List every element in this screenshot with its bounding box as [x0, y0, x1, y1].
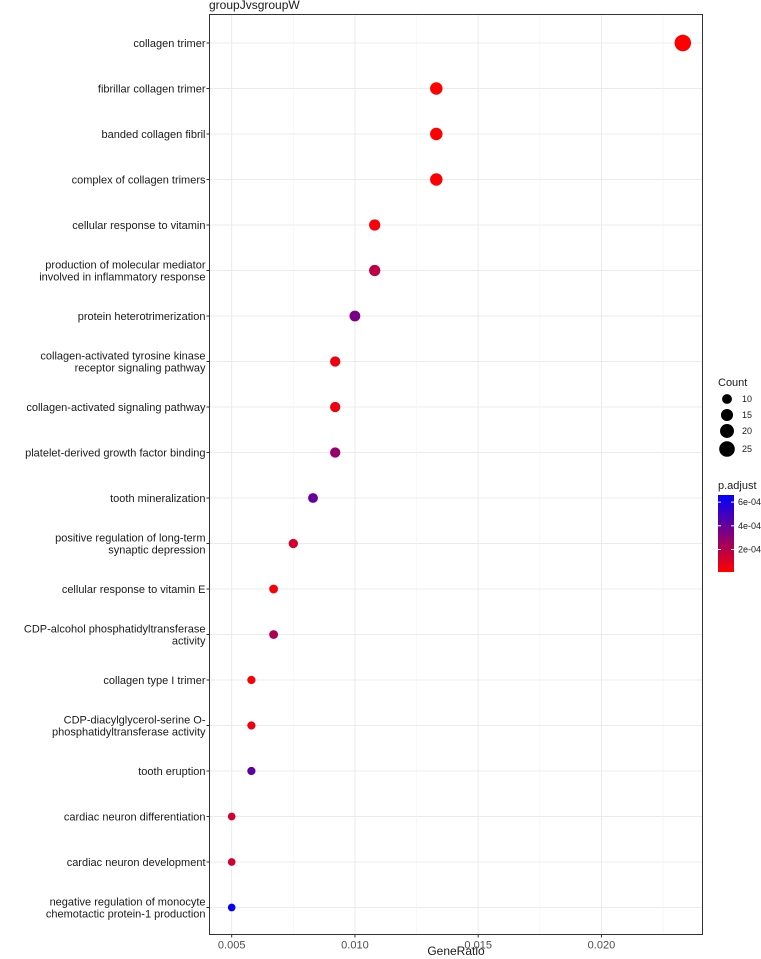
category-label: collagen-activated tyrosine kinase recept… — [40, 351, 206, 375]
count-legend-dot — [720, 408, 734, 422]
category-label-line: chemotactic protein-1 production — [46, 909, 206, 921]
data-point — [430, 173, 443, 186]
data-point — [330, 447, 341, 458]
padjust-legend: p.adjust 2e-04 4e-04 6e-04 — [718, 480, 761, 572]
category-label-line: cardiac neuron differentiation — [64, 812, 206, 824]
padjust-colorbar — [718, 495, 734, 572]
data-point — [227, 903, 236, 912]
colorbar-label: 6e-04 — [738, 497, 761, 507]
data-point — [349, 310, 361, 322]
category-label: collagen-activated signaling pathway — [26, 402, 206, 414]
x-axis-ticks: 0.005 0.010 0.015 0.020 — [218, 934, 616, 952]
data-point — [430, 127, 443, 141]
category-label-line: CDP-diacylglycerol-serine O- — [64, 715, 206, 727]
count-legend-label: 25 — [742, 444, 752, 454]
category-label: cardiac neuron development — [67, 857, 206, 869]
count-legend-title: Count — [718, 377, 747, 389]
padjust-legend-title: p.adjust — [718, 480, 757, 492]
category-label-line: cellular response to vitamin E — [62, 584, 206, 596]
category-label-line: collagen type I trimer — [103, 675, 205, 687]
category-label-line: fibrillar collagen trimer — [98, 84, 206, 96]
category-label: fibrillar collagen trimer — [98, 84, 206, 96]
grid-lines — [209, 14, 703, 935]
category-label-line: production of molecular mediator — [45, 260, 206, 272]
category-label-line: protein heterotrimerization — [78, 311, 206, 323]
category-label: complex of collagen trimers — [72, 175, 206, 187]
category-label-line: complex of collagen trimers — [72, 175, 206, 187]
category-label: CDP-alcohol phosphatidyltransferase activ… — [24, 624, 206, 648]
category-label-line: platelet-derived growth factor binding — [25, 448, 205, 460]
category-label: cellular response to vitamin — [72, 220, 205, 232]
category-label: cellular response to vitamin E — [62, 584, 206, 596]
count-legend: Count 10 15 20 25 — [718, 377, 752, 457]
colorbar-label: 2e-04 — [738, 544, 761, 554]
count-legend-label: 20 — [742, 426, 752, 436]
category-label: negative regulation of monocyte chemotact… — [46, 897, 206, 921]
data-point — [247, 675, 256, 685]
data-point — [330, 356, 341, 367]
data-point — [674, 34, 692, 52]
category-label-line: collagen-activated signaling pathway — [26, 402, 206, 414]
panel-border — [209, 14, 703, 935]
colorbar-label: 4e-04 — [738, 521, 761, 531]
category-label: platelet-derived growth factor binding — [25, 448, 205, 460]
count-legend-label: 15 — [742, 410, 752, 420]
category-label-line: CDP-alcohol phosphatidyltransferase — [24, 624, 206, 636]
category-label: tooth mineralization — [110, 493, 205, 505]
chart-title: groupJvsgroupW — [209, 0, 300, 12]
count-legend-dot — [720, 424, 734, 438]
category-label-line: collagen trimer — [133, 38, 205, 50]
x-tick-label: 0.005 — [218, 940, 246, 952]
category-label-line: negative regulation of monocyte — [50, 897, 206, 909]
category-label-line: phosphatidyltransferase activity — [52, 727, 206, 739]
data-point — [308, 493, 318, 503]
x-tick-label: 0.020 — [588, 940, 616, 952]
count-legend-dot — [719, 441, 735, 457]
data-point — [247, 721, 256, 730]
count-legend-label: 10 — [742, 394, 752, 404]
data-points — [227, 34, 692, 912]
category-label: cardiac neuron differentiation — [64, 812, 206, 824]
category-label: positive regulation of long-term synaptic… — [55, 533, 205, 557]
category-label-line: collagen-activated tyrosine kinase — [40, 351, 205, 363]
category-label-line: banded collagen fibril — [102, 129, 206, 141]
x-tick-label: 0.010 — [341, 940, 369, 952]
category-label-line: cardiac neuron development — [67, 857, 206, 869]
data-point — [269, 630, 279, 639]
x-tick-label: 0.015 — [464, 940, 492, 952]
category-label: tooth eruption — [138, 766, 205, 778]
category-labels: collagen trimer fibrillar collagen trimer… — [24, 38, 210, 921]
category-label-line: involved in inflammatory response — [39, 272, 205, 284]
data-point — [430, 82, 443, 95]
data-point — [369, 219, 381, 231]
category-label: protein heterotrimerization — [78, 311, 206, 323]
category-label: CDP-diacylglycerol-serine O-phosphatidyl… — [52, 715, 206, 739]
category-label-line: positive regulation of long-term — [55, 533, 205, 545]
category-label: collagen trimer — [133, 38, 205, 50]
data-point — [227, 812, 236, 821]
category-label-line: tooth eruption — [138, 766, 205, 778]
category-label: banded collagen fibril — [102, 129, 206, 141]
category-label-line: receptor signaling pathway — [75, 363, 206, 375]
category-label: collagen type I trimer — [103, 675, 205, 687]
data-point — [369, 264, 381, 277]
category-label-line: synaptic depression — [108, 545, 205, 557]
data-point — [247, 766, 256, 776]
count-legend-dot — [722, 394, 732, 404]
category-label-line: tooth mineralization — [110, 493, 205, 505]
category-label-line: cellular response to vitamin — [72, 220, 205, 232]
data-point — [269, 584, 279, 594]
category-label-line: activity — [172, 636, 206, 648]
data-point — [330, 401, 341, 413]
category-label: production of molecular mediator involved… — [39, 260, 206, 284]
data-point — [288, 538, 298, 549]
data-point — [227, 858, 236, 866]
x-axis-title: GeneRatio — [427, 944, 485, 958]
